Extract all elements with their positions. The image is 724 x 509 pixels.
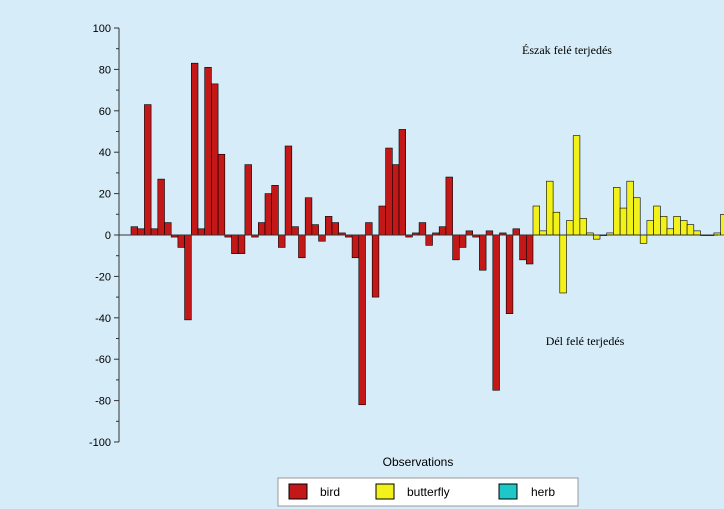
bar-butterfly xyxy=(567,221,574,235)
bar-butterfly xyxy=(580,218,587,235)
y-tick-label: 0 xyxy=(105,230,111,242)
y-tick-label: 100 xyxy=(93,23,111,35)
bar-bird xyxy=(426,235,433,245)
bar-butterfly xyxy=(640,235,647,243)
y-tick-label: 20 xyxy=(99,189,111,201)
y-tick-label: 80 xyxy=(99,64,111,76)
bar-bird xyxy=(144,105,151,235)
bar-butterfly xyxy=(647,221,654,235)
bar-butterfly xyxy=(540,231,547,235)
bar-bird xyxy=(332,223,339,235)
bar-bird xyxy=(292,227,299,235)
bar-butterfly xyxy=(533,206,540,235)
y-tick-label: -40 xyxy=(95,313,111,325)
legend-label-bird: bird xyxy=(320,485,340,499)
bar-bird xyxy=(205,67,212,235)
bar-bird xyxy=(211,84,218,235)
legend-swatch-bird xyxy=(289,484,307,499)
bar-bird xyxy=(479,235,486,270)
bar-butterfly xyxy=(573,136,580,235)
y-tick-label: 60 xyxy=(99,106,111,118)
bar-bird xyxy=(392,165,399,235)
x-axis-title: Observations xyxy=(383,455,454,469)
bar-butterfly xyxy=(627,181,634,235)
annotation-south: Dél felé terjedés xyxy=(546,334,625,348)
bar-butterfly xyxy=(620,208,627,235)
bar-bird xyxy=(366,223,373,235)
bar-bird xyxy=(399,129,406,235)
bar-bird xyxy=(439,227,446,235)
bar-butterfly xyxy=(613,187,620,235)
bar-bird xyxy=(299,235,306,258)
legend-swatch-butterfly xyxy=(376,484,394,499)
bar-bird xyxy=(198,229,205,235)
bar-bird xyxy=(278,235,285,247)
bar-butterfly xyxy=(674,216,681,235)
bar-bird xyxy=(305,198,312,235)
bar-bird xyxy=(379,206,386,235)
bar-bird xyxy=(165,223,172,235)
bar-bird xyxy=(319,235,326,241)
y-tick-label: -100 xyxy=(89,437,111,449)
bar-butterfly xyxy=(560,235,567,293)
bar-bird xyxy=(131,227,138,235)
bar-bird xyxy=(459,235,466,247)
bar-bird xyxy=(352,235,359,258)
bar-bird xyxy=(466,231,473,235)
bar-bird xyxy=(419,223,426,235)
bar-bird xyxy=(258,223,265,235)
bar-bird xyxy=(493,235,500,390)
bar-bird xyxy=(486,231,493,235)
bar-bird xyxy=(185,235,192,320)
bar-bird xyxy=(446,177,453,235)
bar-bird xyxy=(191,63,198,235)
bar-butterfly xyxy=(660,216,667,235)
bar-butterfly xyxy=(694,231,701,235)
legend-label-butterfly: butterfly xyxy=(407,485,450,499)
bar-butterfly xyxy=(721,214,724,235)
bar-bird xyxy=(386,148,393,235)
bar-butterfly xyxy=(654,206,661,235)
bar-bird xyxy=(265,194,272,235)
bar-bird xyxy=(285,146,292,235)
y-tick-label: 40 xyxy=(99,147,111,159)
bar-butterfly xyxy=(634,198,641,235)
bar-bird xyxy=(138,229,145,235)
bar-butterfly xyxy=(546,181,553,235)
bar-butterfly xyxy=(680,221,687,235)
bar-bird xyxy=(513,229,520,235)
bar-bird xyxy=(520,235,527,260)
bar-bird xyxy=(232,235,239,254)
y-tick-label: -60 xyxy=(95,354,111,366)
bar-bird xyxy=(238,235,245,254)
y-tick-label: -80 xyxy=(95,396,111,408)
bar-bird xyxy=(151,229,158,235)
legend-swatch-herb xyxy=(499,484,517,499)
bar-bird xyxy=(506,235,513,314)
bar-bird xyxy=(359,235,366,405)
y-tick-label: -20 xyxy=(95,271,111,283)
bar-bird xyxy=(158,179,165,235)
legend-label-herb: herb xyxy=(531,485,555,499)
legend: bird butterfly herb xyxy=(278,478,578,506)
bar-bird xyxy=(526,235,533,264)
bar-bird xyxy=(453,235,460,260)
bar-bird xyxy=(372,235,379,297)
bar-butterfly xyxy=(553,212,560,235)
bar-bird xyxy=(272,185,279,235)
bar-butterfly xyxy=(593,235,600,239)
annotation-north: Észak felé terjedés xyxy=(522,43,612,57)
bar-butterfly xyxy=(667,229,674,235)
bar-bird xyxy=(178,235,185,247)
bar-bird xyxy=(218,154,225,235)
bar-bird xyxy=(245,165,252,235)
bar-bird xyxy=(325,216,332,235)
bar-bird xyxy=(312,225,319,235)
bar-butterfly xyxy=(687,225,694,235)
